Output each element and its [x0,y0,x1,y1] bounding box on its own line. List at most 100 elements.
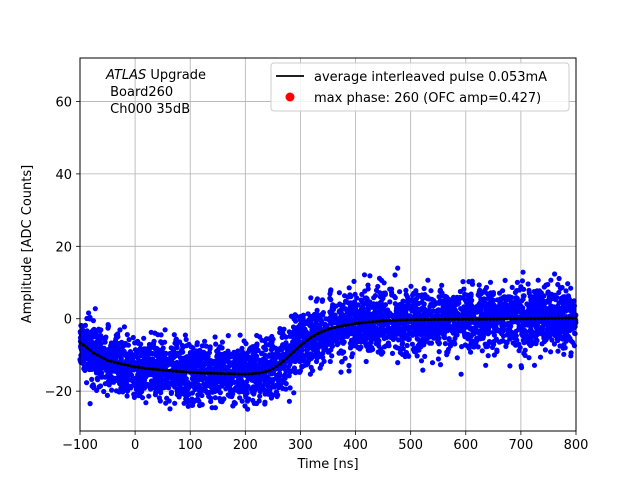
sample-point [297,368,303,374]
sample-point [432,330,438,336]
average-pulse-point [288,353,292,357]
sample-point [292,338,298,344]
sample-point [559,309,565,315]
sample-point [291,343,297,349]
sample-point [98,341,104,347]
sample-point [242,358,248,364]
sample-point [555,348,561,354]
sample-point [535,304,541,310]
sample-point [320,312,326,318]
sample-point [562,327,569,333]
sample-point [125,342,131,348]
sample-point [255,347,261,353]
sample-point [281,343,287,350]
sample-point [206,359,212,365]
sample-point [536,328,542,334]
sample-point [168,353,174,359]
sample-point [483,284,490,291]
sample-point [291,390,297,396]
sample-point [570,325,576,331]
sample-point [437,307,443,313]
sample-point [358,344,364,350]
sample-point [520,293,527,299]
sample-point [185,403,191,409]
sample-point [165,362,171,368]
sample-point [544,330,550,336]
sample-point [521,329,527,335]
sample-point [104,392,110,398]
sample-point [395,337,402,343]
average-pulse-point [298,343,302,348]
average-pulse-point [295,347,299,351]
sample-point [368,322,374,328]
sample-point [542,312,548,318]
sample-point [184,343,190,349]
axis-ticks: −100 0 100 200 300 400 500 600 700 800 −20 0 20 40 60 [45,95,589,453]
sample-point [363,311,369,317]
sample-point [283,381,289,387]
average-pulse-point [116,361,120,365]
sample-point [437,362,444,368]
sample-point [560,336,566,342]
sample-point [427,334,433,340]
sample-point [182,355,188,361]
sample-point [105,380,111,387]
sample-point [419,299,425,305]
sample-point [351,305,358,311]
sample-point [485,353,491,359]
sample-point [315,351,321,357]
sample-point [339,359,345,365]
sample-point [160,345,166,351]
sample-point [508,333,514,339]
sample-point [140,348,147,354]
sample-point [84,380,90,386]
sample-point [209,389,215,395]
sample-point [422,353,428,359]
sample-point [91,362,97,368]
sample-point [403,303,409,309]
average-pulse-point [85,346,89,350]
y-tick-label: 0 [64,313,72,328]
sample-point [91,354,97,360]
average-pulse-point [133,365,137,369]
average-pulse-point [230,372,234,376]
sample-point [210,380,216,386]
sample-point [516,323,523,329]
sample-point [499,323,505,329]
sample-point [522,352,528,358]
sample-point [112,346,118,352]
x-tick-label: 600 [453,438,478,453]
average-pulse-point [336,325,340,329]
sample-point [220,351,226,357]
sample-point [468,333,474,339]
sample-point [404,342,410,349]
average-pulse-point [385,319,389,323]
average-pulse-point [99,355,103,359]
average-pulse-line-group [78,316,578,376]
sample-point [101,388,107,395]
sample-point [498,338,505,344]
sample-point [339,305,345,312]
sample-point [553,328,560,335]
average-pulse-point [540,316,544,321]
sample-point [199,402,205,408]
sample-point [373,308,379,314]
sample-point [485,295,491,301]
sample-point [195,396,201,402]
sample-point [386,332,392,339]
sample-point [458,328,464,334]
scatter-points [77,265,579,412]
average-pulse-point [137,365,141,369]
average-pulse-point [343,323,347,327]
average-pulse-point [257,371,261,375]
sample-point [547,326,554,332]
sample-point [82,354,88,360]
sample-point [345,300,352,306]
sample-point [499,303,505,309]
sample-point [340,332,346,338]
sample-point [307,371,313,377]
sample-point [397,289,403,295]
sample-point [513,295,519,301]
average-pulse-point [126,363,130,368]
sample-point [231,399,237,406]
